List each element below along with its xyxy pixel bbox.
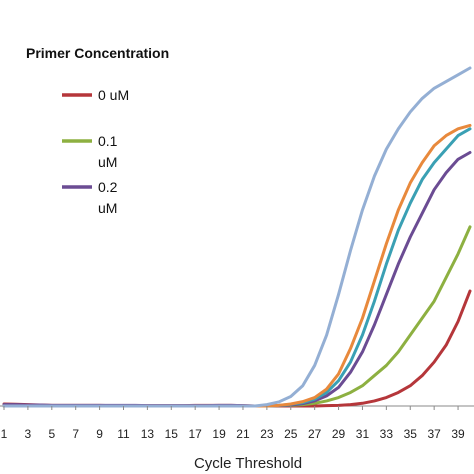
x-tick-label: 21 [236,427,250,441]
x-tick-label: 1 [1,427,8,441]
legend-label: 0 uM [98,87,129,103]
series-layer [2,66,472,408]
x-tick-label: 9 [96,427,103,441]
x-tick-label: 5 [48,427,55,441]
x-tick-label: 33 [380,427,394,441]
x-tick-label: 13 [141,427,155,441]
x-tick-label: 37 [427,427,441,441]
x-tick-label: 17 [188,427,202,441]
x-tick-label: 19 [212,427,226,441]
x-tick-label: 3 [25,427,32,441]
x-tick-label: 23 [260,427,274,441]
x-tick-label: 35 [404,427,418,441]
legend-label: 0.2 uM [98,179,118,216]
legend: Primer Concentration 0 uM 0.1 uM 0.2 uM [26,45,169,216]
legend-title: Primer Concentration [26,45,169,61]
x-tick-label: 39 [451,427,465,441]
series-line-6 [2,66,472,408]
x-axis-title: Cycle Threshold [194,455,302,472]
x-tick-label: 15 [165,427,179,441]
x-tick-label: 31 [356,427,370,441]
x-tick-label: 11 [117,427,130,441]
x-ticks: 1 3 5 7 9 11 13 15 17 19 21 23 25 27 29 31 33 35 37 39 [1,406,465,441]
x-tick-label: 25 [284,427,298,441]
x-tick-label: 7 [72,427,79,441]
x-tick-label: 27 [308,427,322,441]
legend-label: 0.1 uM [98,133,118,170]
legend-entries: 0 uM 0.1 uM 0.2 uM [62,87,129,216]
x-tick-label: 29 [332,427,346,441]
